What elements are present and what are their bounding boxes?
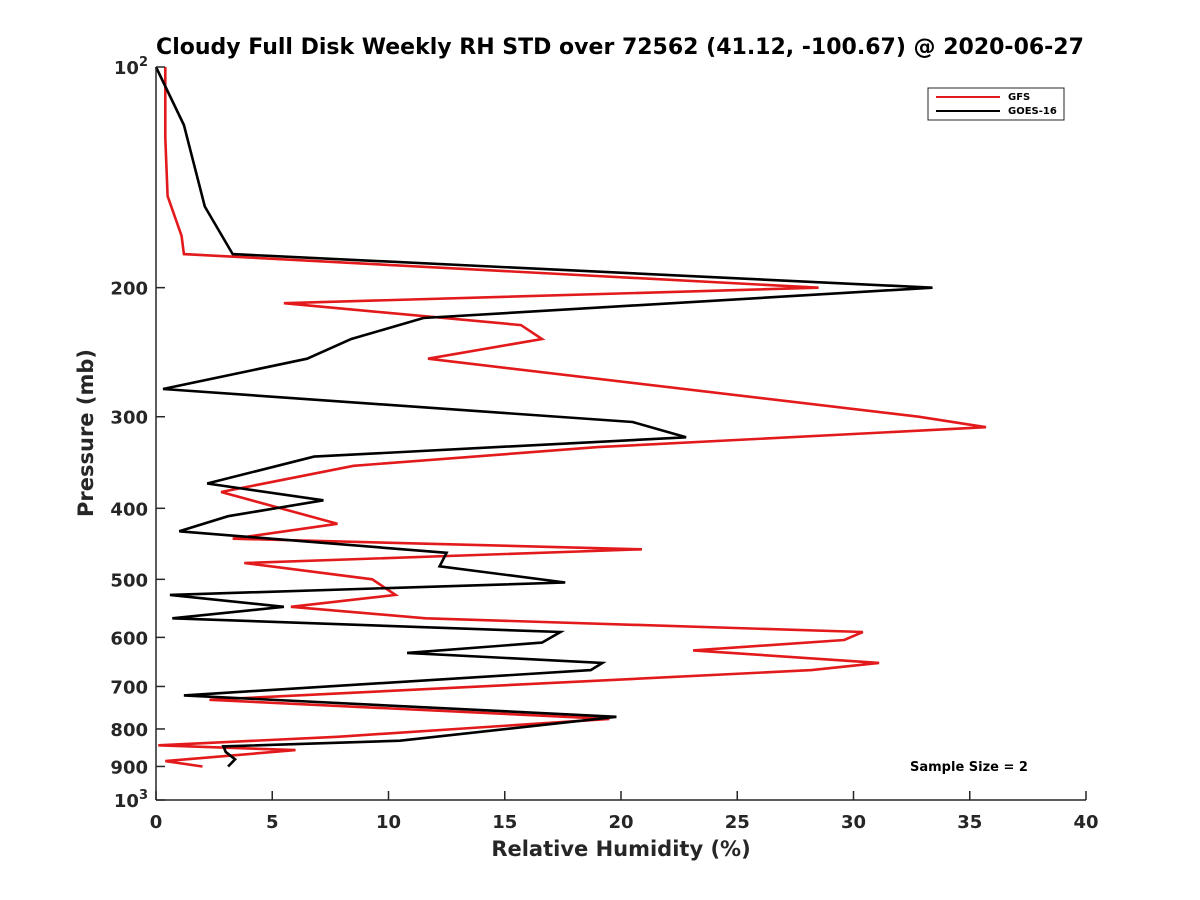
series-layer	[154, 66, 987, 768]
x-tick-label: 5	[266, 812, 279, 833]
y-ticks: 102 200 300 400 500 600 700 800 900 103	[110, 55, 165, 812]
y-tick-label: 103	[114, 788, 148, 812]
legend: GFS GOES-16	[927, 87, 1065, 121]
series-line-goes16	[154, 66, 933, 768]
y-axis-label: Pressure (mb)	[74, 349, 98, 517]
legend-label-gfs: GFS	[1008, 92, 1030, 103]
y-tick-label: 700	[110, 677, 148, 698]
sample-size-annotation: Sample Size = 2	[910, 760, 1028, 775]
legend-label-goes16: GOES-16	[1008, 106, 1057, 117]
x-tick-label: 0	[150, 812, 163, 833]
x-ticks: 0 5 10 15 20 25 30 35 40	[150, 791, 1099, 833]
x-tick-label: 25	[725, 812, 750, 833]
x-tick-label: 40	[1073, 812, 1098, 833]
x-tick-label: 10	[376, 812, 401, 833]
y-tick-label: 800	[110, 720, 148, 741]
y-tick-label: 900	[110, 757, 148, 778]
y-tick-label: 200	[110, 279, 148, 300]
chart-title: Cloudy Full Disk Weekly RH STD over 7256…	[156, 35, 1084, 60]
x-tick-label: 30	[841, 812, 866, 833]
x-tick-label: 20	[608, 812, 633, 833]
x-axis-label: Relative Humidity (%)	[491, 837, 750, 861]
y-tick-label: 400	[110, 499, 148, 520]
series-line-gfs	[158, 67, 987, 768]
y-tick-label: 600	[110, 628, 148, 649]
legend-box	[927, 87, 1065, 121]
y-tick-label: 500	[110, 570, 148, 591]
y-tick-label: 300	[110, 408, 148, 429]
y-tick-label: 102	[114, 55, 148, 79]
x-tick-label: 35	[957, 812, 982, 833]
x-tick-label: 15	[492, 812, 517, 833]
